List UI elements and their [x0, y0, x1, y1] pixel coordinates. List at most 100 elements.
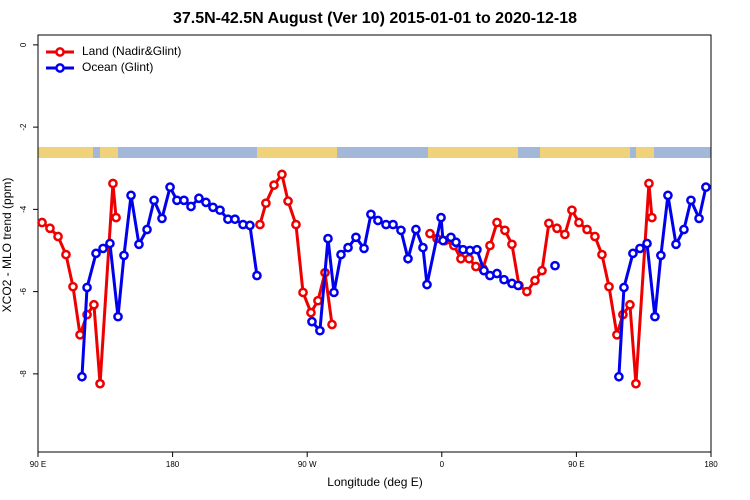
- data-point: [388, 219, 398, 230]
- data-point: [111, 212, 121, 223]
- series-line: [429, 183, 654, 384]
- data-point: [230, 214, 240, 225]
- data-point: [215, 205, 225, 216]
- data-point: [492, 217, 502, 228]
- data-point: [403, 253, 413, 264]
- data-point: [245, 220, 255, 231]
- data-point: [113, 311, 123, 322]
- data-point: [451, 237, 461, 248]
- data-point: [590, 231, 600, 242]
- data-point: [359, 243, 369, 254]
- y-tick-label: 0: [19, 42, 28, 47]
- data-point: [343, 242, 353, 253]
- data-point: [313, 295, 323, 306]
- data-point: [269, 180, 279, 190]
- data-point: [53, 231, 63, 242]
- data-point: [647, 212, 657, 223]
- data-point: [422, 279, 432, 290]
- data-point: [597, 249, 607, 260]
- y-tick-label: -8: [19, 370, 28, 378]
- data-point: [679, 224, 689, 235]
- data-point: [663, 190, 673, 201]
- data-point: [373, 215, 383, 226]
- y-tick-label: -4: [19, 205, 28, 213]
- data-point: [89, 299, 99, 310]
- data-point: [291, 219, 301, 230]
- data-point: [438, 235, 448, 246]
- data-point: [550, 260, 560, 271]
- data-point: [126, 190, 136, 201]
- data-point: [283, 196, 293, 206]
- data-point: [530, 275, 540, 286]
- plot-frame: [37, 34, 712, 453]
- x-tick-label: 90 E: [30, 460, 46, 469]
- data-point: [425, 228, 435, 239]
- data-point: [134, 239, 144, 250]
- x-tick-label: 180: [704, 460, 718, 469]
- data-point: [537, 265, 547, 276]
- chart-title: 37.5N-42.5N August (Ver 10) 2015-01-01 t…: [173, 10, 577, 27]
- data-point: [179, 195, 189, 206]
- data-point: [472, 244, 482, 255]
- legend-marker: [55, 47, 65, 57]
- data-point: [513, 280, 523, 291]
- data-point: [149, 195, 159, 206]
- data-point: [142, 224, 152, 235]
- data-point: [165, 182, 175, 193]
- data-point: [411, 224, 421, 235]
- data-point: [686, 195, 696, 206]
- data-point: [255, 219, 265, 230]
- data-point: [492, 268, 502, 279]
- data-point: [396, 225, 406, 236]
- data-point: [612, 329, 622, 340]
- data-point: [644, 178, 654, 189]
- data-point: [567, 205, 577, 216]
- data-point: [252, 270, 262, 281]
- x-tick-label: 90 W: [298, 460, 317, 469]
- data-point: [631, 378, 641, 389]
- data-point: [552, 223, 562, 234]
- x-axis-label: Longitude (deg E): [327, 475, 422, 489]
- data-point: [351, 232, 361, 243]
- data-point: [327, 319, 337, 330]
- data-point: [307, 316, 317, 327]
- data-point: [61, 249, 71, 260]
- data-point: [418, 242, 428, 253]
- data-point: [456, 253, 466, 264]
- data-point: [485, 240, 495, 251]
- series-line: [41, 183, 118, 384]
- data-point: [436, 212, 446, 223]
- data-point: [366, 209, 376, 220]
- data-point: [108, 178, 118, 189]
- data-point: [522, 286, 532, 297]
- x-tick-label: 0: [440, 460, 445, 469]
- data-point: [91, 248, 101, 259]
- data-point: [105, 238, 115, 249]
- data-point: [45, 223, 55, 234]
- data-point: [464, 253, 474, 264]
- data-point: [194, 193, 204, 204]
- data-point: [82, 282, 92, 293]
- data-point: [157, 213, 167, 224]
- data-point: [642, 238, 652, 249]
- data-point: [119, 250, 129, 261]
- data-point: [544, 218, 554, 229]
- data-point: [694, 213, 704, 224]
- data-point: [628, 248, 638, 259]
- data-point: [298, 287, 308, 298]
- data-point: [656, 250, 666, 261]
- data-point: [671, 239, 681, 250]
- data-point: [329, 287, 339, 298]
- y-axis-label: XCO2 - MLO trend (ppm): [0, 178, 14, 313]
- data-point: [315, 325, 325, 336]
- data-point: [98, 243, 108, 254]
- data-point: [604, 281, 614, 292]
- x-tick-label: 90 E: [568, 460, 584, 469]
- x-tick-label: 180: [166, 460, 180, 469]
- data-point: [619, 282, 629, 293]
- legend-marker: [55, 63, 65, 73]
- data-point: [75, 329, 85, 340]
- data-point: [323, 233, 333, 244]
- data-point: [614, 371, 624, 382]
- data-point: [701, 182, 711, 193]
